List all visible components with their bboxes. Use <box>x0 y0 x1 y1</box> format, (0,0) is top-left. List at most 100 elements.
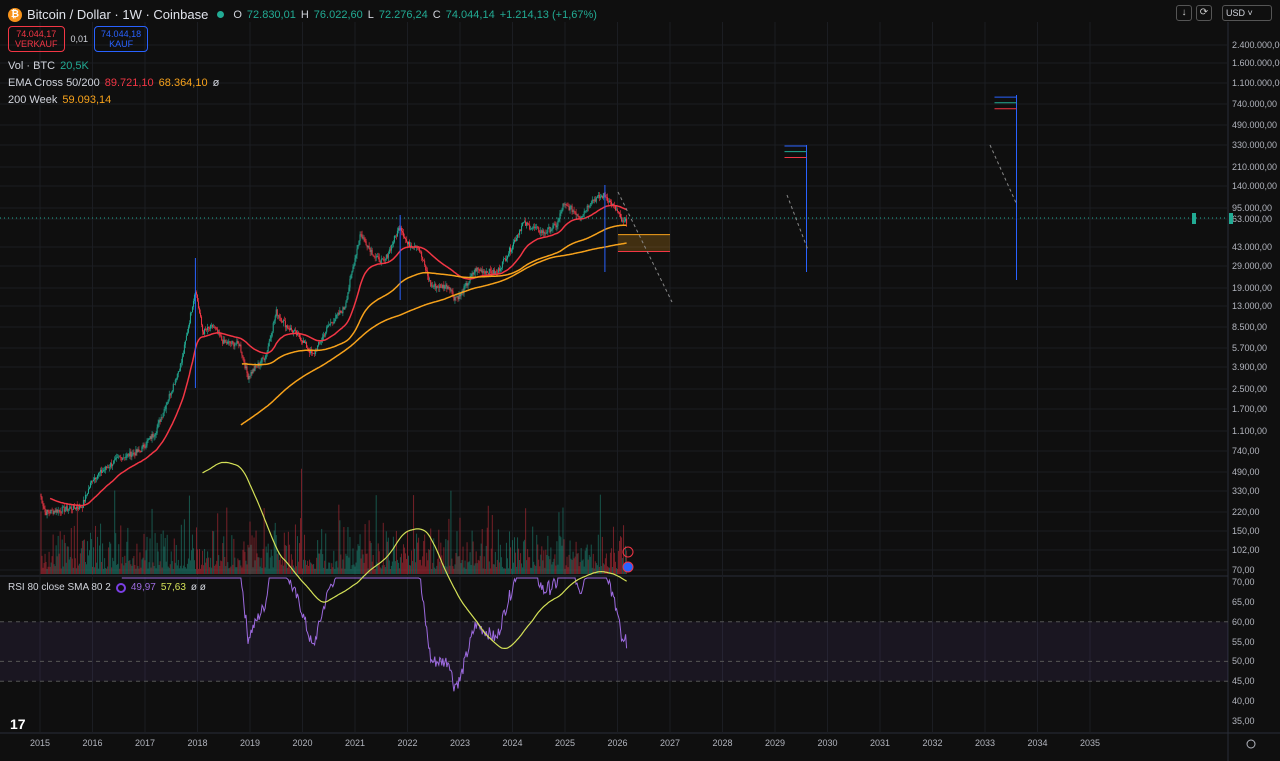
volume-bar <box>587 559 589 574</box>
volume-bar <box>94 567 96 574</box>
candle-body <box>109 467 111 468</box>
candle-body <box>563 203 565 205</box>
volume-bar <box>287 531 289 574</box>
volume-bar <box>171 561 173 574</box>
candle-body <box>107 467 109 469</box>
volume-bar <box>498 562 500 574</box>
open-value: 72.830,01 <box>246 8 296 21</box>
tradingview-logo[interactable]: 17 <box>10 716 26 732</box>
volume-legend[interactable]: Vol · BTC 20,5K <box>8 57 597 74</box>
volume-bar <box>388 560 390 574</box>
volume-bar <box>63 534 65 574</box>
candle-body <box>619 212 621 214</box>
rsi-legend[interactable]: RSI 80 close SMA 80 2 49,97 57,63 ø ø <box>8 579 206 596</box>
candle-body <box>445 284 447 287</box>
candle-body <box>278 315 280 318</box>
volume-bar <box>113 561 115 574</box>
volume-bar <box>58 553 60 574</box>
candle-body <box>514 239 516 243</box>
volume-bar <box>272 567 274 574</box>
refresh-icon[interactable]: ⟳ <box>1196 5 1212 21</box>
volume-bar <box>275 535 277 574</box>
volume-bar <box>590 544 592 574</box>
price-axis-label: 3.900,00 <box>1232 362 1268 372</box>
volume-bar <box>68 559 70 574</box>
candle-body <box>242 355 244 358</box>
volume-bar <box>120 525 122 574</box>
candle-body <box>387 253 389 258</box>
volume-bar <box>45 561 47 574</box>
volume-bar <box>117 563 119 574</box>
candle-body <box>114 459 116 461</box>
candle-body <box>478 269 480 270</box>
candle-body <box>182 353 184 357</box>
volume-bar <box>55 545 57 574</box>
scroll-down-icon[interactable]: ↓ <box>1176 5 1192 21</box>
rsi-settings-icon[interactable] <box>115 582 126 593</box>
candle-body <box>598 195 600 198</box>
candle-body <box>293 330 295 332</box>
rsi-na: ø ø <box>190 582 206 593</box>
volume-bar <box>361 549 363 574</box>
candle-body <box>132 452 134 455</box>
buy-button[interactable]: 74.044,18 KAUF <box>94 26 149 52</box>
volume-bar <box>297 561 299 574</box>
candle-body <box>87 488 89 494</box>
candle-body <box>388 249 390 254</box>
candle-body <box>286 325 288 329</box>
candle-body <box>188 323 190 327</box>
candle-body <box>310 349 312 353</box>
volume-bar <box>398 568 400 574</box>
candle-body <box>149 436 151 439</box>
candle-body <box>311 349 313 354</box>
currency-select[interactable]: USD ˅ <box>1222 5 1272 21</box>
volume-bar <box>608 567 610 574</box>
candle-body <box>339 310 341 315</box>
volume-bar <box>324 560 326 574</box>
candle-body <box>577 214 579 216</box>
candle-body <box>596 196 598 198</box>
candle-body <box>181 356 183 363</box>
week200-legend[interactable]: 200 Week 59.093,14 <box>8 91 597 108</box>
candle-body <box>475 268 477 272</box>
candle-body <box>83 499 85 502</box>
volume-bar <box>512 540 513 574</box>
candle-body <box>313 353 315 354</box>
volume-bar <box>503 568 505 574</box>
volume-bar <box>208 557 210 574</box>
volume-bar <box>472 541 474 574</box>
candle-body <box>484 271 486 274</box>
candle-body <box>437 286 439 287</box>
volume-bar <box>156 542 158 574</box>
ema-legend[interactable]: EMA Cross 50/200 89.721,10 68.364,10 ø <box>8 74 597 91</box>
volume-bar <box>215 564 217 574</box>
candle-body <box>502 259 504 262</box>
candle-body <box>211 324 213 326</box>
volume-bar <box>141 559 143 574</box>
sell-button[interactable]: 74.044,17 VERKAUF <box>8 26 65 52</box>
candle-body <box>601 195 603 199</box>
rsi-axis-label: 70,00 <box>1232 577 1255 587</box>
volume-bar <box>358 545 360 574</box>
candle-body <box>303 340 305 343</box>
candle-body <box>167 399 169 403</box>
candle-body <box>142 444 144 447</box>
candle-body <box>94 477 96 480</box>
candle-body <box>540 230 542 233</box>
volume-bar <box>497 529 499 574</box>
candle-body <box>341 312 343 314</box>
time-axis-label: 2024 <box>502 738 523 748</box>
candle-body <box>509 247 511 252</box>
currency-value: USD <box>1226 8 1246 18</box>
candle-body <box>77 508 79 509</box>
volume-bar <box>380 568 382 574</box>
volume-bar <box>377 543 379 574</box>
volume-bar <box>257 557 259 574</box>
symbol-title[interactable]: Bitcoin / Dollar · 1W · Coinbase <box>27 7 209 22</box>
candle-body <box>319 342 321 343</box>
volume-bar <box>211 567 213 574</box>
volume-bar <box>534 564 536 574</box>
volume-bar <box>221 561 223 574</box>
candle-body <box>272 323 274 332</box>
